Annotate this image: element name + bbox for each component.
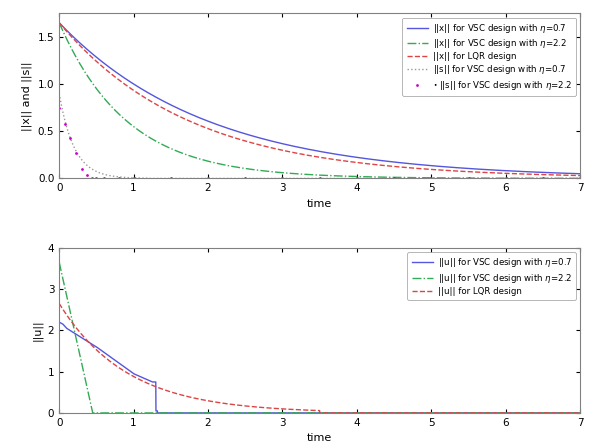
Line: $\mathbf{\cdot}$ ||s|| for VSC design with $\eta$=2.2: $\mathbf{\cdot}$ ||s|| for VSC design wi… <box>56 105 583 181</box>
Line: ||u|| for VSC design with $\eta$=2.2: ||u|| for VSC design with $\eta$=2.2 <box>59 262 580 413</box>
||u|| for VSC design with $\eta$=0.7 <box>256 410 263 416</box>
||u|| for VSC design with $\eta$=2.2 <box>256 410 263 416</box>
||x|| for VSC design with $\eta$=2.2 <box>567 176 574 181</box>
Line: ||u|| for LQR design: ||u|| for LQR design <box>59 304 580 413</box>
||u|| for VSC design with $\eta$=2.2 <box>278 410 285 416</box>
$\mathbf{\cdot}$ ||s|| for VSC design with $\eta$=2.2 <box>72 151 79 156</box>
||s|| for VSC design with $\eta$=0.7 <box>256 176 263 181</box>
||x|| for LQR design <box>255 142 262 147</box>
||x|| for LQR design <box>56 20 63 25</box>
$\mathbf{\cdot}$ ||s|| for VSC design with $\eta$=2.2 <box>93 175 100 181</box>
$\mathbf{\cdot}$ ||s|| for VSC design with $\eta$=2.2 <box>62 121 69 127</box>
||x|| for LQR design <box>510 171 517 176</box>
||x|| for LQR design <box>577 173 584 178</box>
||u|| for VSC design with $\eta$=0.7 <box>278 410 285 416</box>
Legend: ||u|| for VSC design with $\eta$=0.7, ||u|| for VSC design with $\eta$=2.2, ||u|: ||u|| for VSC design with $\eta$=0.7, ||… <box>407 252 576 300</box>
$\mathbf{\cdot}$ ||s|| for VSC design with $\eta$=2.2 <box>577 176 584 181</box>
$\mathbf{\cdot}$ ||s|| for VSC design with $\eta$=2.2 <box>168 176 175 181</box>
||u|| for LQR design <box>278 406 285 412</box>
$\mathbf{\cdot}$ ||s|| for VSC design with $\eta$=2.2 <box>88 175 95 180</box>
||x|| for VSC design with $\eta$=0.7 <box>56 20 63 25</box>
$\mathbf{\cdot}$ ||s|| for VSC design with $\eta$=2.2 <box>502 176 509 181</box>
$\mathbf{\cdot}$ ||s|| for VSC design with $\eta$=2.2 <box>428 176 435 181</box>
||x|| for VSC design with $\eta$=0.7 <box>115 71 122 77</box>
||u|| for LQR design <box>255 404 262 410</box>
||x|| for VSC design with $\eta$=2.2 <box>115 111 122 116</box>
||u|| for VSC design with $\eta$=2.2 <box>577 410 584 416</box>
$\mathbf{\cdot}$ ||s|| for VSC design with $\eta$=2.2 <box>391 176 398 181</box>
||x|| for VSC design with $\eta$=0.7 <box>278 141 285 146</box>
||x|| for VSC design with $\eta$=0.7 <box>255 135 262 140</box>
$\mathbf{\cdot}$ ||s|| for VSC design with $\eta$=2.2 <box>67 135 74 141</box>
||x|| for VSC design with $\eta$=0.7 <box>577 171 584 176</box>
Line: ||x|| for VSC design with $\eta$=0.7: ||x|| for VSC design with $\eta$=0.7 <box>59 23 580 174</box>
Line: ||u|| for VSC design with $\eta$=0.7: ||u|| for VSC design with $\eta$=0.7 <box>59 322 580 413</box>
||u|| for VSC design with $\eta$=0.7 <box>577 410 584 416</box>
||u|| for VSC design with $\eta$=0.7 <box>146 378 153 384</box>
$\mathbf{\cdot}$ ||s|| for VSC design with $\eta$=2.2 <box>204 176 211 181</box>
$\mathbf{\cdot}$ ||s|| for VSC design with $\eta$=2.2 <box>115 176 123 181</box>
||u|| for LQR design <box>115 365 122 370</box>
$\mathbf{\cdot}$ ||s|| for VSC design with $\eta$=2.2 <box>100 175 107 181</box>
||u|| for LQR design <box>567 410 574 416</box>
||x|| for LQR design <box>278 147 285 153</box>
||u|| for LQR design <box>510 410 517 416</box>
$\mathbf{\cdot}$ ||s|| for VSC design with $\eta$=2.2 <box>539 176 546 181</box>
Y-axis label: ||u||: ||u|| <box>31 320 42 341</box>
X-axis label: time: time <box>307 199 332 209</box>
||x|| for LQR design <box>146 98 153 103</box>
||x|| for VSC design with $\eta$=2.2 <box>577 176 584 181</box>
||u|| for VSC design with $\eta$=0.7 <box>154 410 161 416</box>
$\mathbf{\cdot}$ ||s|| for VSC design with $\eta$=2.2 <box>242 176 249 181</box>
$\mathbf{\cdot}$ ||s|| for VSC design with $\eta$=2.2 <box>84 172 91 177</box>
||u|| for LQR design <box>146 381 153 387</box>
$\mathbf{\cdot}$ ||s|| for VSC design with $\eta$=2.2 <box>130 176 137 181</box>
||u|| for VSC design with $\eta$=0.7 <box>567 410 574 416</box>
Legend: ||x|| for VSC design with $\eta$=0.7, ||x|| for VSC design with $\eta$=2.2, ||x|: ||x|| for VSC design with $\eta$=0.7, ||… <box>403 18 576 96</box>
||u|| for LQR design <box>577 410 584 416</box>
||x|| for LQR design <box>115 77 122 82</box>
||u|| for VSC design with $\eta$=2.2 <box>510 410 517 416</box>
||s|| for VSC design with $\eta$=0.7 <box>146 176 153 181</box>
||s|| for VSC design with $\eta$=0.7 <box>56 91 63 96</box>
||s|| for VSC design with $\eta$=0.7 <box>115 174 122 179</box>
||x|| for VSC design with $\eta$=2.2 <box>510 175 517 181</box>
$\mathbf{\cdot}$ ||s|| for VSC design with $\eta$=2.2 <box>316 176 323 181</box>
||x|| for VSC design with $\eta$=0.7 <box>146 91 153 96</box>
||u|| for VSC design with $\eta$=2.2 <box>56 260 63 265</box>
||x|| for VSC design with $\eta$=2.2 <box>255 168 262 173</box>
||s|| for VSC design with $\eta$=0.7 <box>577 176 584 181</box>
||u|| for VSC design with $\eta$=0.7 <box>115 360 122 365</box>
$\mathbf{\cdot}$ ||s|| for VSC design with $\eta$=2.2 <box>279 176 286 181</box>
||s|| for VSC design with $\eta$=0.7 <box>145 176 152 181</box>
$\mathbf{\cdot}$ ||s|| for VSC design with $\eta$=2.2 <box>353 176 361 181</box>
||x|| for LQR design <box>567 173 574 178</box>
||s|| for VSC design with $\eta$=0.7 <box>510 176 517 181</box>
||u|| for LQR design <box>316 410 323 416</box>
$\mathbf{\cdot}$ ||s|| for VSC design with $\eta$=2.2 <box>465 176 472 181</box>
||x|| for VSC design with $\eta$=2.2 <box>146 135 153 140</box>
||u|| for VSC design with $\eta$=2.2 <box>146 410 153 416</box>
||u|| for LQR design <box>56 301 63 306</box>
||x|| for VSC design with $\eta$=0.7 <box>510 168 517 174</box>
X-axis label: time: time <box>307 433 332 444</box>
||u|| for VSC design with $\eta$=2.2 <box>567 410 574 416</box>
Y-axis label: ||x|| and ||s||: ||x|| and ||s|| <box>22 61 32 131</box>
||x|| for VSC design with $\eta$=0.7 <box>567 171 574 176</box>
$\mathbf{\cdot}$ ||s|| for VSC design with $\eta$=2.2 <box>56 105 63 111</box>
||s|| for VSC design with $\eta$=0.7 <box>278 176 285 181</box>
||u|| for VSC design with $\eta$=2.2 <box>115 410 123 416</box>
Line: ||x|| for LQR design: ||x|| for LQR design <box>59 23 580 175</box>
||u|| for VSC design with $\eta$=0.7 <box>56 319 63 325</box>
||u|| for VSC design with $\eta$=0.7 <box>510 410 517 416</box>
||x|| for VSC design with $\eta$=2.2 <box>278 170 285 175</box>
||u|| for VSC design with $\eta$=2.2 <box>89 410 96 416</box>
Line: ||s|| for VSC design with $\eta$=0.7: ||s|| for VSC design with $\eta$=0.7 <box>59 94 580 178</box>
Line: ||x|| for VSC design with $\eta$=2.2: ||x|| for VSC design with $\eta$=2.2 <box>59 23 580 178</box>
||s|| for VSC design with $\eta$=0.7 <box>567 176 574 181</box>
$\mathbf{\cdot}$ ||s|| for VSC design with $\eta$=2.2 <box>78 166 85 172</box>
||x|| for VSC design with $\eta$=2.2 <box>56 20 63 25</box>
